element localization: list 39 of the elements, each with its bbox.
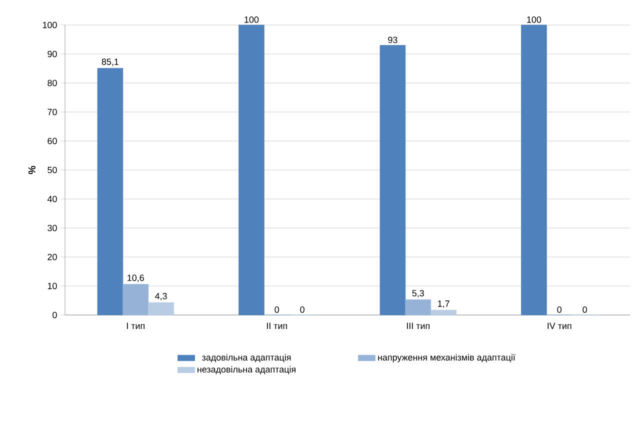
bar <box>430 310 456 316</box>
y-tick-label: 40 <box>47 196 57 202</box>
x-tick-label: I тип <box>126 322 144 329</box>
y-tick-label: 70 <box>48 108 57 116</box>
y-tick-label: 20 <box>48 254 57 260</box>
y-tick-label: 30 <box>48 224 57 232</box>
bar <box>521 24 547 316</box>
y-tick-label: 90 <box>48 50 57 58</box>
data-label: 1,7 <box>438 300 450 308</box>
bar <box>148 302 174 316</box>
y-tick-label: 60 <box>48 138 57 144</box>
y-tick-label: 0 <box>52 312 57 318</box>
y-tick-label: 10 <box>48 282 57 290</box>
data-label: 100 <box>527 16 542 23</box>
y-tick-label: 100 <box>42 22 57 28</box>
data-label: 0 <box>582 306 587 313</box>
x-tick-label: IV тип <box>548 322 572 329</box>
data-label: 85,1 <box>102 58 118 66</box>
y-axis-title: % <box>28 166 36 174</box>
x-tick-label: II тип <box>266 322 287 329</box>
legend-label: напруження механізмів адаптації <box>378 354 516 362</box>
bar <box>122 284 149 316</box>
data-label: 0 <box>300 306 304 313</box>
y-tick-label: 80 <box>48 80 57 86</box>
y-tick-label: 50 <box>48 166 57 174</box>
bar <box>97 68 124 316</box>
legend-label: задовільна адаптація <box>202 354 291 362</box>
data-label: 100 <box>244 16 259 23</box>
data-label: 4,3 <box>155 292 167 300</box>
bar <box>238 24 264 316</box>
data-label: 0 <box>274 306 280 313</box>
bar <box>405 299 432 316</box>
data-label: 0 <box>557 306 562 313</box>
legend-label: незадовільна адаптація <box>198 366 296 374</box>
x-tick-label: III тип <box>406 322 430 329</box>
data-label: 5,3 <box>412 290 424 298</box>
data-label: 10,6 <box>128 274 144 282</box>
data-label: 93 <box>388 36 398 44</box>
bar <box>380 45 406 316</box>
